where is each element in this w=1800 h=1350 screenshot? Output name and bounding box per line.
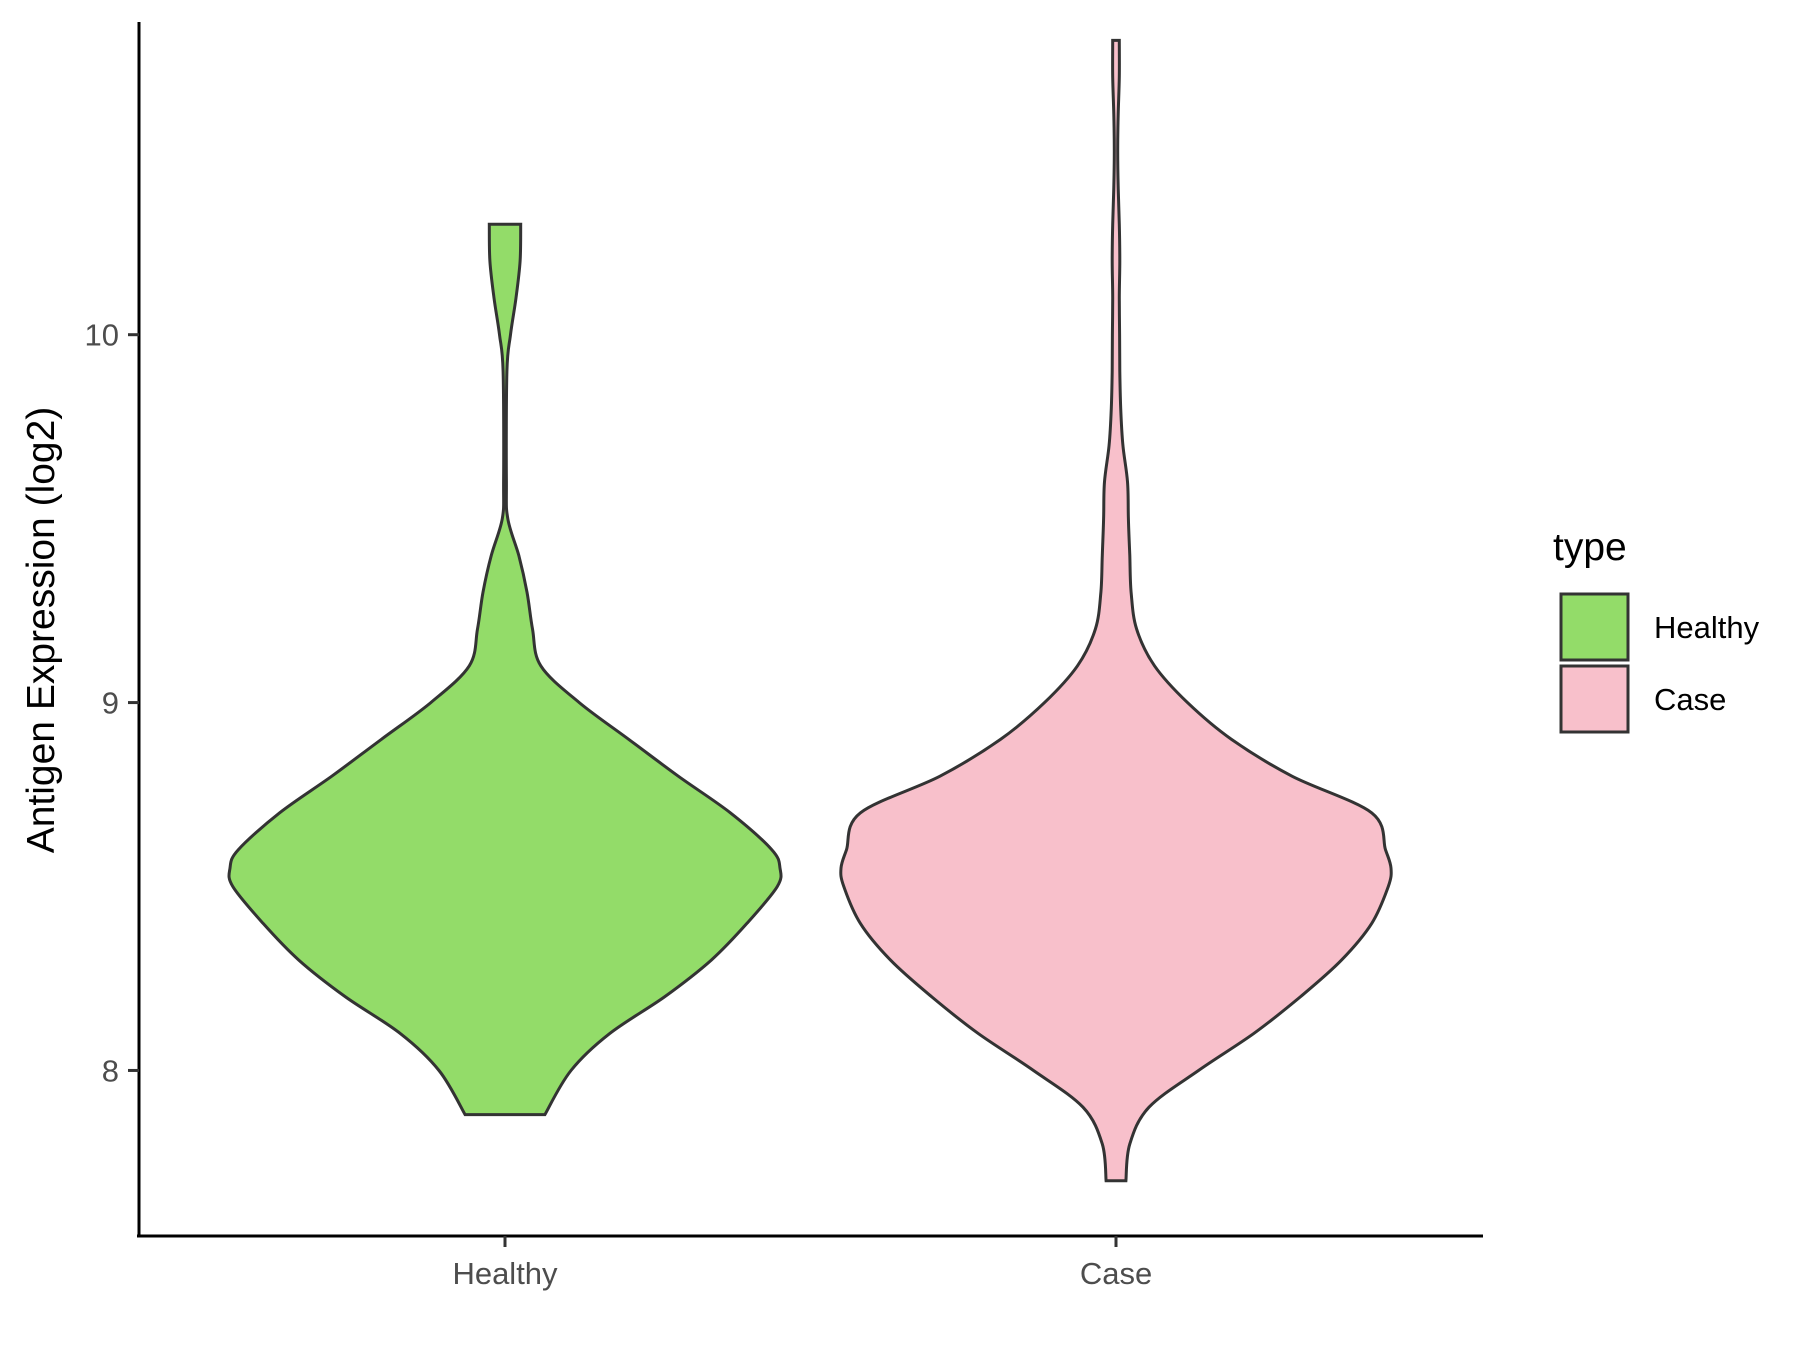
x-tick-label: Healthy	[452, 1256, 558, 1291]
legend-entries: Healthy Case	[1559, 592, 1760, 734]
y-tick-label: 8	[102, 1053, 119, 1088]
y-axis-ticks: 8 9 10	[85, 318, 139, 1088]
legend-key-healthy	[1559, 592, 1630, 662]
y-axis-title: Antigen Expression (log2)	[20, 407, 63, 854]
legend-label-healthy: Healthy	[1654, 610, 1760, 645]
legend: type Healthy Case	[1553, 526, 1760, 734]
violin-healthy	[227, 222, 783, 1117]
violins-group	[227, 38, 1393, 1183]
violin-case	[839, 38, 1393, 1183]
legend-key-case	[1559, 664, 1630, 734]
y-tick-label: 10	[85, 318, 119, 353]
x-tick-label: Case	[1080, 1256, 1152, 1291]
legend-title: type	[1553, 526, 1627, 569]
x-axis-ticks: Healthy Case	[452, 1236, 1152, 1291]
legend-label-case: Case	[1654, 682, 1726, 717]
y-tick-label: 9	[102, 686, 119, 721]
